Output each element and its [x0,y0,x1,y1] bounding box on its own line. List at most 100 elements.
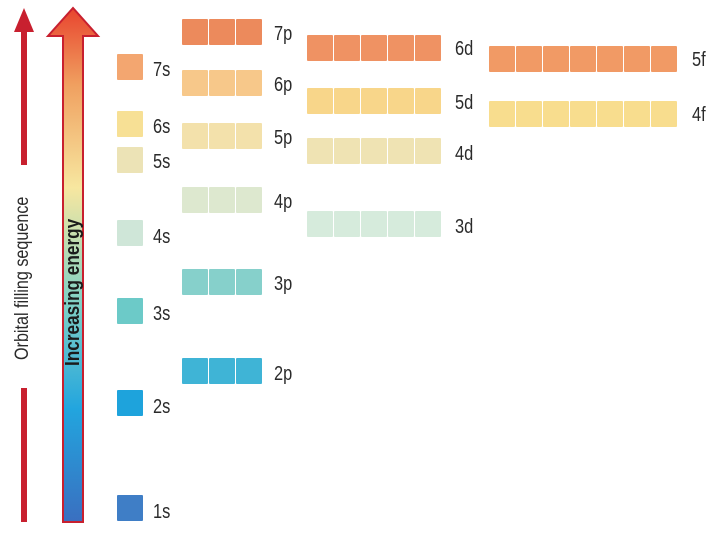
orbital-boxes-6s [117,111,143,137]
orbital-box [361,138,387,164]
orbital-boxes-4p [182,187,262,213]
orbital-box [236,358,262,384]
orbital-label-6s: 6s [153,116,171,138]
orbital-box [236,187,262,213]
orbital-label-5d: 5d [455,92,474,114]
orbital-box [117,54,143,80]
orbital-label-4f: 4f [692,104,706,126]
orbital-box [334,138,360,164]
orbital-boxes-5s [117,147,143,173]
orbital-box [489,101,515,127]
orbital-box [624,46,650,72]
orbital-boxes-2s [117,390,143,416]
orbital-box [236,70,262,96]
orbital-label-5s: 5s [153,151,171,173]
orbital-box [415,138,441,164]
orbital-label-7p: 7p [274,23,293,45]
orbital-box [307,211,333,237]
orbital-box [182,19,208,45]
orbital-boxes-3d [307,211,441,237]
orbital-boxes-7p [182,19,262,45]
orbital-label-2s: 2s [153,396,171,418]
orbital-label-6p: 6p [274,74,293,96]
orbital-boxes-4s [117,220,143,246]
orbital-box [209,269,235,295]
orbital-box [361,211,387,237]
orbital-boxes-5d [307,88,441,114]
orbital-box [236,19,262,45]
orbital-box [651,101,677,127]
orbital-box [182,269,208,295]
orbital-box [117,298,143,324]
orbital-box [334,35,360,61]
orbital-box [334,211,360,237]
orbital-label-1s: 1s [153,501,171,523]
energy-arrow-shape [45,6,101,523]
orbital-box [182,123,208,149]
orbital-box [236,123,262,149]
orbital-box [361,35,387,61]
orbital-label-4p: 4p [274,191,293,213]
energy-arrow [45,6,101,523]
orbital-box [415,211,441,237]
orbital-box [307,35,333,61]
filling-sequence-arrow [14,8,34,522]
orbital-box [334,88,360,114]
orbital-boxes-1s [117,495,143,521]
orbital-label-7s: 7s [153,59,171,81]
orbital-box [651,46,677,72]
orbital-box [570,46,596,72]
orbital-box [489,46,515,72]
orbital-box [624,101,650,127]
orbital-box [117,147,143,173]
orbital-box [117,111,143,137]
orbital-box [543,101,569,127]
orbital-boxes-4f [489,101,677,127]
orbital-box [570,101,596,127]
orbital-box [209,70,235,96]
orbital-box [543,46,569,72]
filling-arrow-head [14,8,34,32]
orbital-box [516,101,542,127]
orbital-label-2p: 2p [274,363,293,385]
orbital-label-3d: 3d [455,216,474,238]
orbital-box [117,495,143,521]
orbital-label-5p: 5p [274,127,293,149]
orbital-label-6d: 6d [455,38,474,60]
orbital-box [209,358,235,384]
orbital-box [209,187,235,213]
orbital-box [388,88,414,114]
orbital-boxes-5p [182,123,262,149]
orbital-box [388,211,414,237]
orbital-box [307,138,333,164]
orbital-box [209,19,235,45]
orbital-boxes-6d [307,35,441,61]
orbital-box [415,88,441,114]
orbital-box [182,70,208,96]
orbital-boxes-2p [182,358,262,384]
orbital-box [307,88,333,114]
orbital-box [388,138,414,164]
orbital-label-3p: 3p [274,273,293,295]
orbital-box [516,46,542,72]
orbital-boxes-4d [307,138,441,164]
orbital-box [117,220,143,246]
orbital-label-4s: 4s [153,226,171,248]
orbital-box [361,88,387,114]
orbital-label-4d: 4d [455,143,474,165]
orbital-boxes-7s [117,54,143,80]
orbital-box [236,269,262,295]
energy-label: Increasing energy [62,218,84,366]
orbital-label-5f: 5f [692,49,706,71]
orbital-label-3s: 3s [153,303,171,325]
orbital-boxes-6p [182,70,262,96]
orbital-box [597,101,623,127]
orbital-box [597,46,623,72]
orbital-box [182,358,208,384]
orbital-boxes-3p [182,269,262,295]
orbital-box [117,390,143,416]
orbital-box [182,187,208,213]
orbital-boxes-5f [489,46,677,72]
orbital-boxes-3s [117,298,143,324]
orbital-box [209,123,235,149]
